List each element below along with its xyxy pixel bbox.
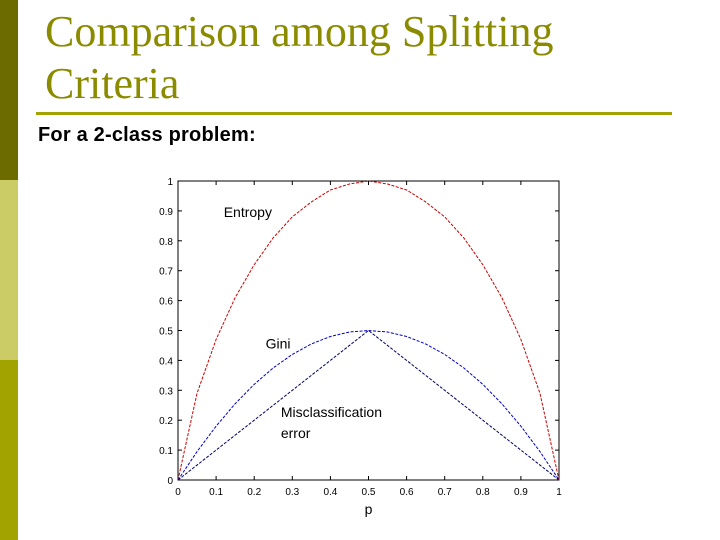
x-tick-label: 0.9 [514, 487, 528, 498]
x-tick-label: 0.3 [285, 487, 299, 498]
accent-bar-bottom [0, 360, 18, 540]
annotations: Entropy Gini Misclassification error [224, 204, 382, 441]
slide-title: Comparison among Splitting Criteria [45, 7, 554, 108]
title-divider [36, 112, 672, 115]
annotation-label: error [281, 425, 311, 441]
annotation-label: Gini [266, 335, 291, 351]
y-tick-label: 0.8 [159, 237, 173, 248]
y-tick-label: 0 [167, 476, 173, 487]
accent-bar-top [0, 0, 18, 180]
x-tick-label: 0.2 [247, 487, 261, 498]
slide-subtitle: For a 2-class problem: [38, 124, 256, 146]
y-tick-label: 0.9 [159, 207, 173, 218]
x-tick-label: 0.8 [476, 487, 490, 498]
x-tick-label: 0.5 [362, 487, 376, 498]
x-tick-label: 0.1 [209, 487, 223, 498]
series-line-entropy [177, 180, 560, 481]
x-tick-label: 0 [175, 487, 181, 498]
y-tick-label: 0.5 [159, 327, 173, 338]
axes: 0 0.1 0.2 0.3 0.4 0.5 0.6 0.7 0.8 0.9 1 0 0.1 0.2 0.3 0… [159, 177, 562, 517]
splitting-criteria-chart: 0 0.1 0.2 0.3 0.4 0.5 0.6 0.7 0.8 0.9 1 0 0.1 0.2 0.3 0… [159, 177, 562, 517]
y-tick-label: 0.4 [159, 356, 173, 367]
x-tick-label: 0.7 [438, 487, 452, 498]
y-tick-label: 0.7 [159, 267, 173, 278]
series-lines [177, 180, 560, 481]
annotation-label: Entropy [224, 204, 272, 220]
x-tick-label: 1 [556, 487, 562, 498]
y-tick-label: 1 [167, 177, 173, 188]
y-tick-label: 0.1 [159, 446, 173, 457]
accent-bar-middle [0, 180, 18, 360]
x-tick-label: 0.4 [323, 487, 337, 498]
y-tick-label: 0.3 [159, 386, 173, 397]
annotation-label: Misclassification [281, 404, 382, 420]
series-line-gini [177, 329, 560, 481]
x-axis-label: p [365, 501, 373, 517]
x-tick-label: 0.6 [400, 487, 414, 498]
y-tick-label: 0.2 [159, 416, 173, 427]
y-tick-label: 0.6 [159, 297, 173, 308]
